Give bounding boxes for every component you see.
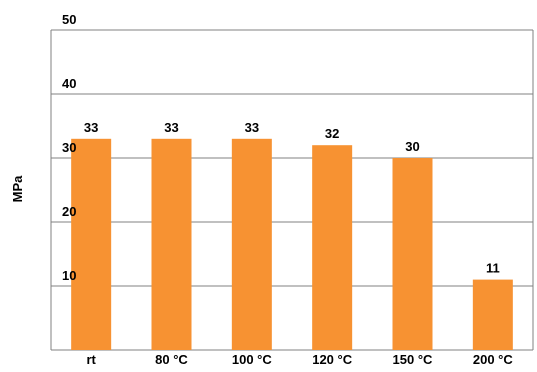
gridlines (50, 29, 534, 351)
y-tick-label: 40 (62, 76, 76, 91)
bar (231, 138, 272, 350)
bar (392, 158, 433, 350)
y-tick-label: 10 (62, 268, 76, 283)
bar (472, 279, 513, 350)
x-tick-label: rt (86, 352, 96, 367)
bars (71, 138, 513, 350)
x-tick-label: 80 °C (155, 352, 188, 367)
x-tick-label: 100 °C (232, 352, 273, 367)
y-tick-label: 50 (62, 12, 76, 27)
bar (71, 138, 112, 350)
x-tick-label: 120 °C (312, 352, 353, 367)
x-tick-label: 200 °C (473, 352, 514, 367)
y-tick-label: 20 (62, 204, 76, 219)
data-label: 33 (245, 120, 259, 135)
data-label: 33 (164, 120, 178, 135)
data-labels: 33 33 33 32 30 11 (84, 120, 500, 276)
data-label: 30 (405, 139, 419, 154)
bar (312, 145, 353, 350)
y-tick-label: 30 (62, 140, 76, 155)
y-axis-label: MPa (10, 175, 25, 203)
x-tick-labels: rt 80 °C 100 °C 120 °C 150 °C 200 °C (86, 352, 513, 367)
data-label: 11 (486, 261, 500, 276)
x-tick-label: 150 °C (393, 352, 434, 367)
data-label: 32 (325, 126, 339, 141)
data-label: 33 (84, 120, 98, 135)
bar (151, 138, 192, 350)
y-tick-labels: 10 20 30 40 50 (62, 12, 76, 283)
